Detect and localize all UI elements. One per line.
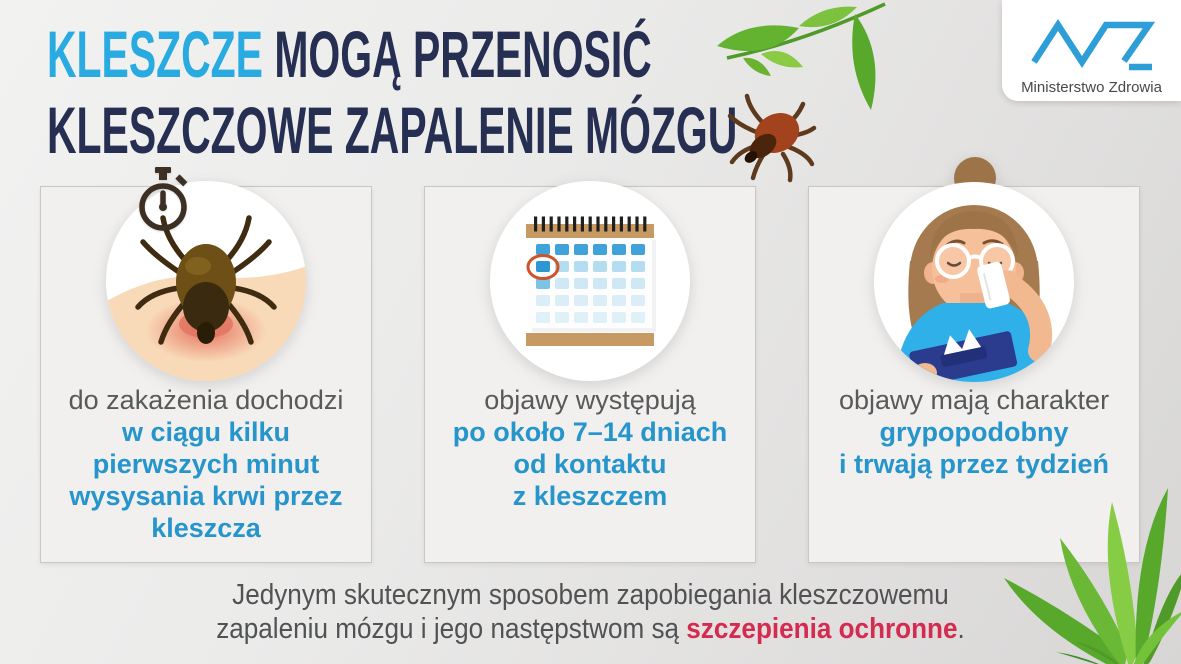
card-highlight-text: grypopodobny i trwają przez tydzień [838, 417, 1110, 479]
card-text: objawy występują po około 7–14 dniach od… [431, 384, 749, 512]
card-text: objawy mają charakter grypopodobny i trw… [815, 384, 1133, 480]
card-symptom-character: objawy mają charakter grypopodobny i trw… [808, 157, 1140, 563]
card-intro: objawy mają charakter [838, 385, 1110, 415]
card-intro: do zakażenia dochodzi [68, 385, 344, 415]
calendar-illustration [490, 181, 690, 381]
card-highlight-text: w ciągu kilku pierwszych minut wysysania… [69, 417, 343, 543]
card-intro: objawy występują [484, 385, 696, 415]
footer-note: Jedynym skutecznym sposobem zapobiegania… [59, 578, 1122, 646]
ministry-name: Ministerstwo Zdrowia [1021, 78, 1162, 96]
footer-line1: Jedynym skutecznym sposobem zapobiegania… [232, 579, 949, 611]
card-highlight-text: po około 7–14 dniach od kontaktu z klesz… [452, 417, 728, 511]
sneezing-woman-illustration [874, 157, 1074, 382]
card-symptom-onset: objawy występują po około 7–14 dniach od… [424, 181, 756, 563]
tick-biting-skin-illustration [106, 181, 306, 381]
page-title: KLESZCZE MOGĄ PRZENOSIĆ KLESZCZOWE ZAPAL… [47, 16, 737, 168]
stopwatch-icon [139, 167, 188, 231]
title-line1: KLESZCZE MOGĄ PRZENOSIĆ [47, 17, 652, 91]
title-highlight-word: KLESZCZE [47, 17, 263, 91]
title-line2: KLESZCZOWE ZAPALENIE MÓZGU [47, 93, 738, 167]
ministry-logo-card: Ministerstwo Zdrowia [1002, 0, 1181, 101]
grass-icon [1004, 488, 1181, 664]
mz-zigzag-logo-icon [1030, 18, 1155, 70]
card-infection-time: do zakażenia dochodzi w ciągu kilku pier… [40, 167, 372, 563]
tick-icon [727, 93, 817, 183]
card-text: do zakażenia dochodzi w ciągu kilku pier… [47, 384, 365, 544]
leaf-branch-icon [717, 2, 886, 110]
footer-highlight: szczepienia ochronne [686, 613, 958, 645]
footer-line2: zapaleniu mózgu i jego następstwom są sz… [216, 613, 965, 645]
title-line1-rest: MOGĄ PRZENOSIĆ [262, 17, 652, 91]
